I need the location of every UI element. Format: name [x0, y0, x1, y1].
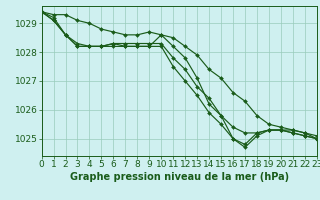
X-axis label: Graphe pression niveau de la mer (hPa): Graphe pression niveau de la mer (hPa)	[70, 172, 289, 182]
